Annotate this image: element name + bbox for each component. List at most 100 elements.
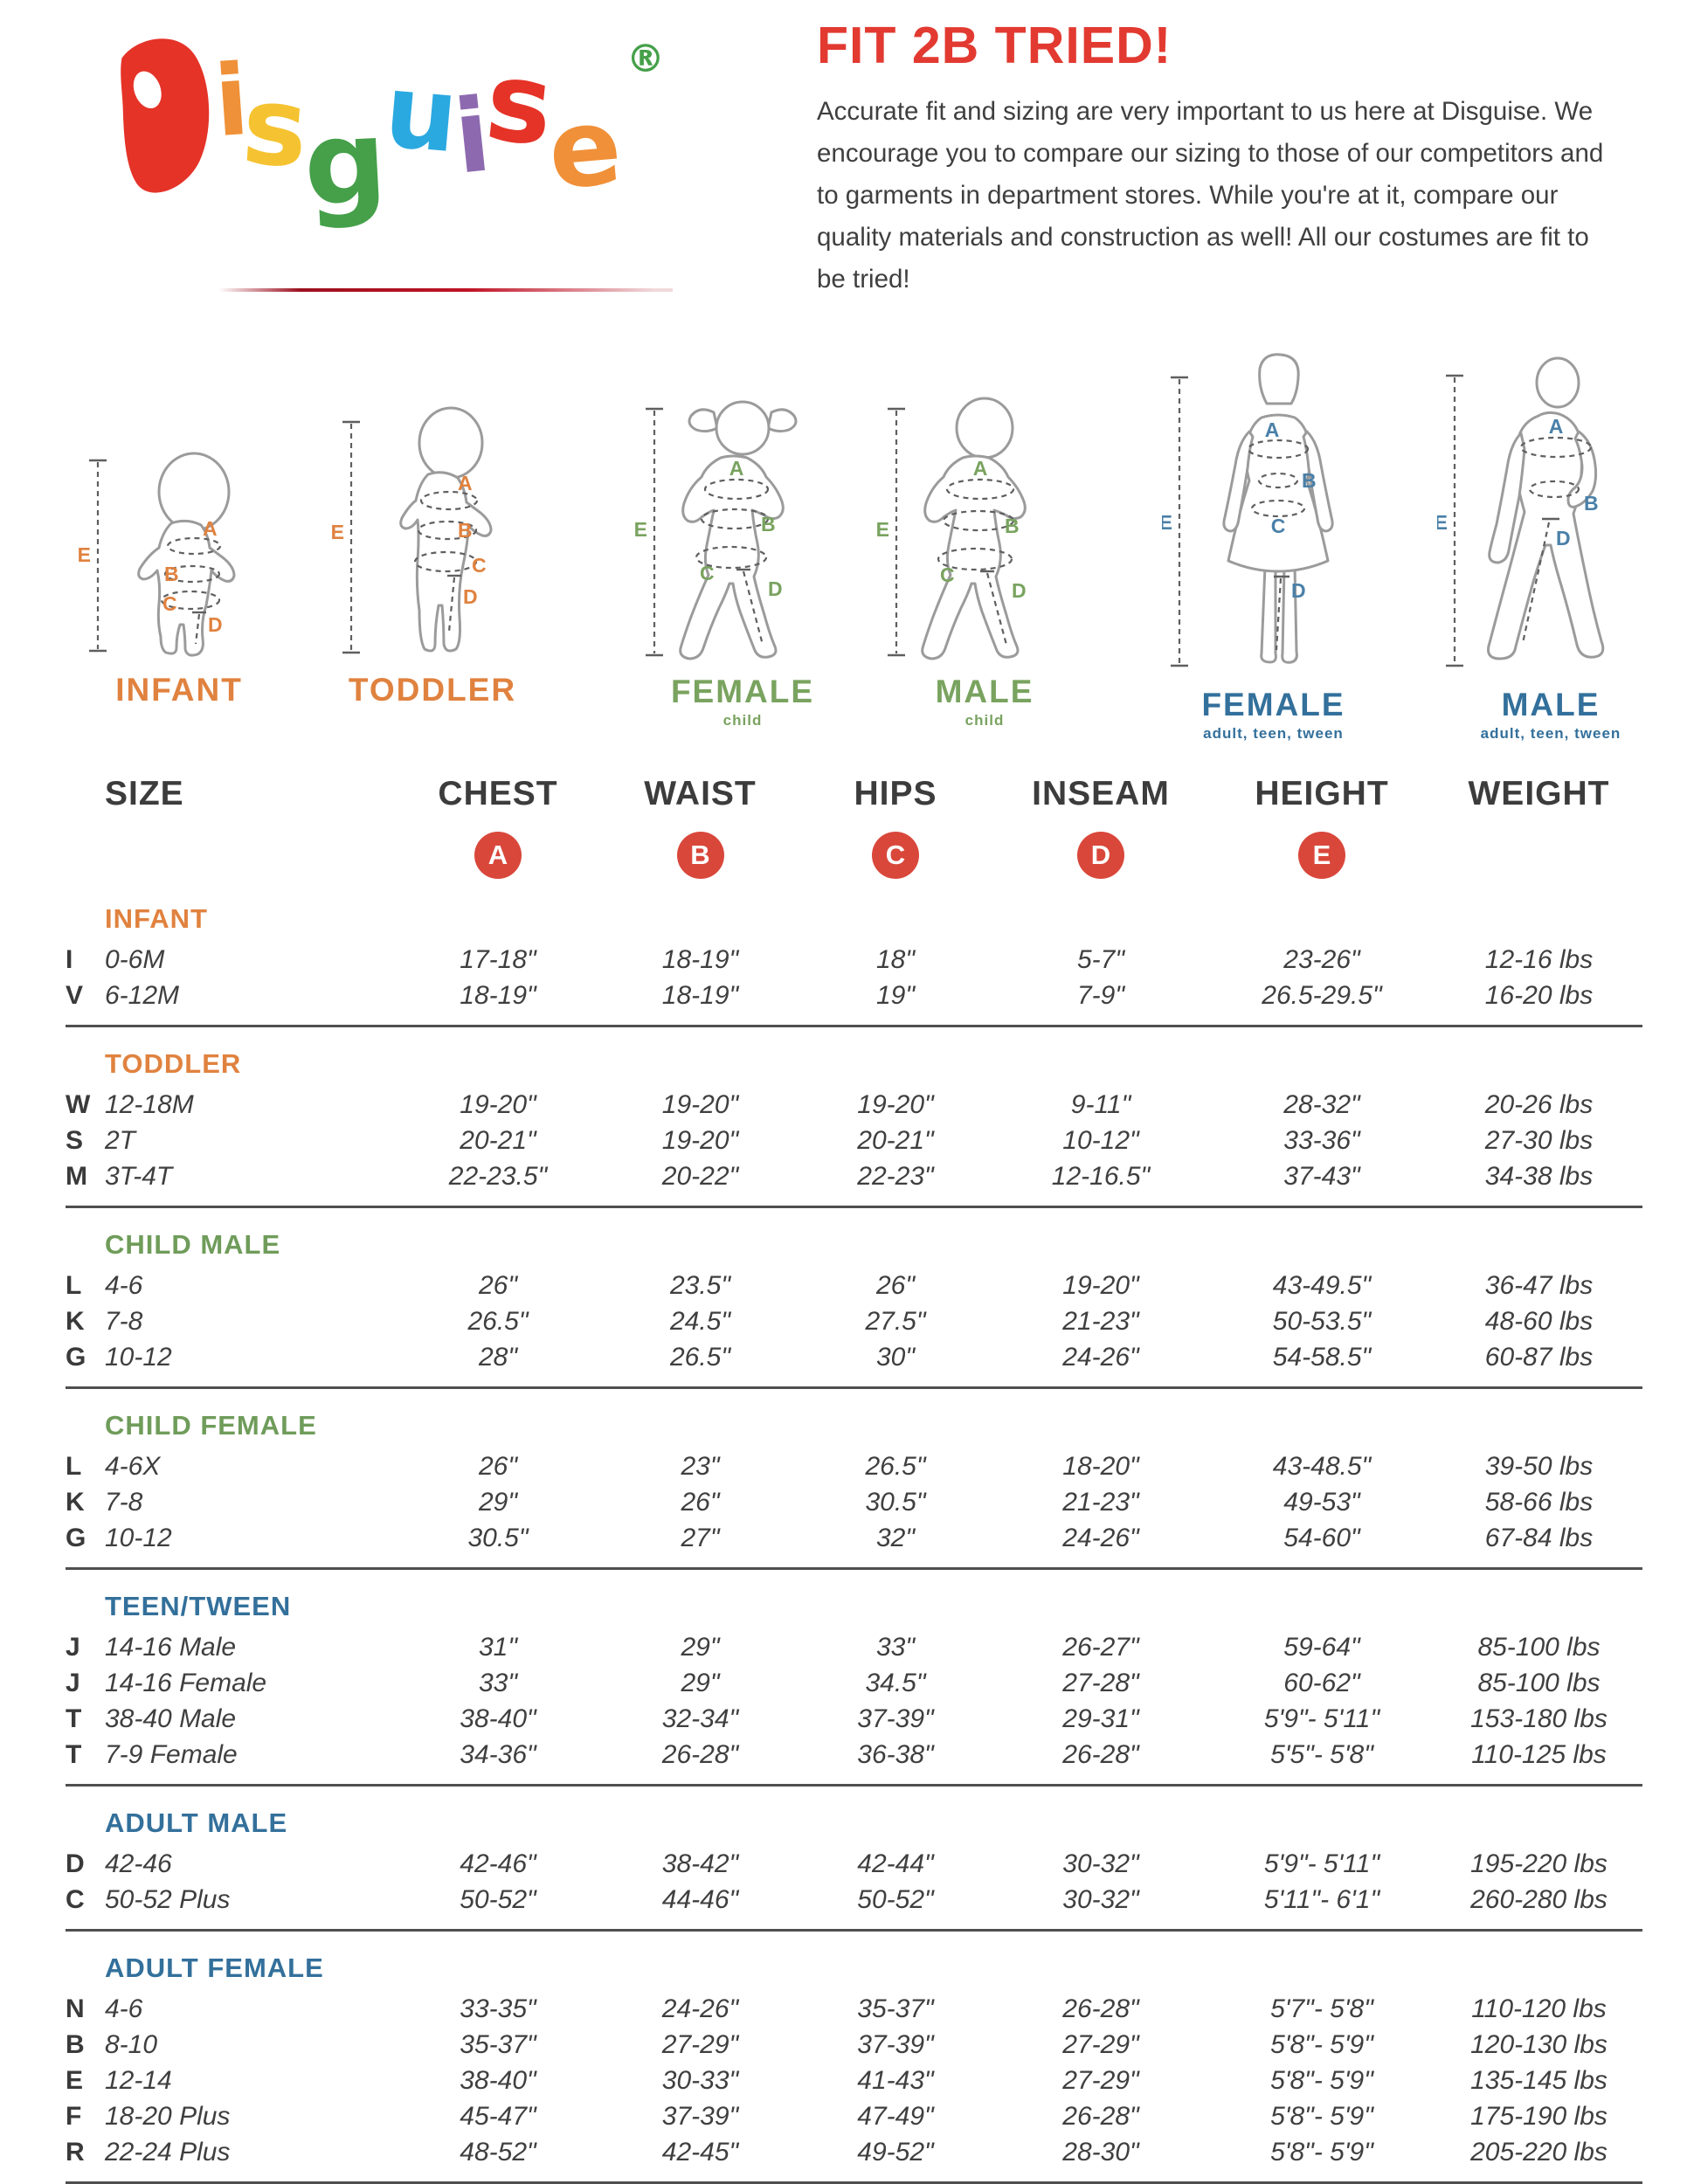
row-inseam: 21-23": [1062, 1487, 1139, 1517]
row-hips: 19": [875, 980, 916, 1010]
disguise-logo: isguise®: [112, 31, 741, 294]
row-inseam: 27-29": [1062, 2065, 1139, 2095]
row-hips: 50-52": [857, 1884, 934, 1914]
badge-b: B: [676, 832, 724, 879]
row-weight: 85-100 lbs: [1477, 1632, 1601, 1662]
row-inseam: 26-27": [1062, 1632, 1139, 1662]
row-inseam: 24-26": [1062, 1523, 1139, 1552]
row-height: 23-26": [1283, 944, 1360, 974]
row-weight: 85-100 lbs: [1477, 1668, 1601, 1697]
figure-row: A B C D E INFANT A B C D E TODDLER: [0, 342, 1687, 742]
row-chest: 38-40": [460, 2065, 536, 2095]
row-hips: 26": [875, 1270, 916, 1300]
logo-letter: e: [543, 83, 626, 214]
section-divider: [66, 1784, 1642, 1787]
measure-a: A: [458, 472, 473, 494]
adult-female-illustration: A B C D E: [1162, 353, 1334, 667]
section-header-toddler: TODDLER: [105, 1048, 242, 1079]
row-weight: 58-66 lbs: [1484, 1487, 1594, 1517]
measure-e: E: [1437, 511, 1448, 534]
row-weight: 36-47 lbs: [1484, 1270, 1594, 1300]
column-header-weight: WEIGHT: [1468, 775, 1610, 812]
logo-underline: [218, 288, 673, 292]
section-divider: [66, 1386, 1642, 1389]
row-weight: 27-30 lbs: [1484, 1125, 1594, 1155]
row-letter: V: [66, 980, 84, 1010]
row-waist: 29": [681, 1632, 720, 1662]
row-hips: 30": [875, 1342, 916, 1372]
row-chest: 20-21": [460, 1125, 536, 1155]
row-letter: E: [66, 2065, 84, 2095]
size-table: SIZE CHEST WAIST HIPS INSEAM HEIGHT WEIG…: [66, 765, 1642, 2184]
row-inseam: 19-20": [1062, 1270, 1139, 1300]
measure-c: C: [700, 562, 715, 584]
row-chest: 31": [478, 1632, 518, 1662]
row-inseam: 26-28": [1062, 1994, 1139, 2023]
row-size: 10-12: [105, 1523, 172, 1552]
row-height: 54-58.5": [1272, 1342, 1372, 1372]
row-waist: 24.5": [669, 1306, 731, 1336]
row-letter: D: [66, 1849, 85, 1878]
row-waist: 30-33": [661, 2065, 739, 2095]
measure-e: E: [1162, 511, 1172, 534]
row-inseam: 30-32": [1062, 1849, 1139, 1878]
row-hips: 35-37": [857, 1994, 934, 2023]
table-header-row: SIZE CHEST WAIST HIPS INSEAM HEIGHT WEIG…: [66, 765, 1642, 823]
row-height: 5'9"- 5'11": [1263, 1704, 1380, 1733]
figure-label: TODDLER: [348, 672, 517, 708]
figure-infant: A B C D E INFANT: [74, 441, 284, 710]
row-height: 50-53.5": [1272, 1306, 1372, 1336]
row-height: 37-43": [1283, 1161, 1360, 1191]
row-height: 5'9"- 5'11": [1263, 1849, 1380, 1878]
measure-e: E: [332, 521, 344, 543]
table-row: W 12-18M 19-20" 19-20" 19-20" 9-11" 28-32" 20-2…: [66, 1087, 1642, 1123]
row-waist: 26": [681, 1487, 720, 1517]
row-waist: 18-19": [661, 980, 739, 1010]
row-weight: 135-145 lbs: [1470, 2065, 1607, 2095]
row-weight: 20-26 lbs: [1484, 1089, 1594, 1119]
row-waist: 27": [681, 1523, 720, 1552]
figure-label: INFANT: [115, 672, 243, 708]
measure-d: D: [463, 585, 478, 608]
child-female-illustration: A B C D E: [634, 400, 798, 660]
section-divider: [66, 1567, 1642, 1570]
badge-d: D: [1077, 832, 1124, 879]
row-height: 5'7"- 5'8": [1270, 1994, 1373, 2023]
measure-d: D: [208, 613, 223, 636]
table-row: L 4-6X 26" 23" 26.5" 18-20" 43-48.5" 39-50 lbs: [66, 1448, 1642, 1484]
row-letter: S: [66, 1125, 84, 1155]
row-waist: 44-46": [661, 1884, 739, 1914]
row-height: 5'8"- 5'9": [1270, 2029, 1373, 2059]
row-letter: W: [66, 1089, 91, 1119]
row-weight: 48-60 lbs: [1484, 1306, 1594, 1336]
measure-a: A: [203, 517, 218, 540]
row-size: 4-6: [105, 1270, 143, 1300]
column-header-size: SIZE: [105, 775, 184, 812]
row-height: 43-48.5": [1272, 1451, 1372, 1481]
row-chest: 45-47": [460, 2101, 536, 2131]
row-chest: 50-52": [460, 1884, 536, 1914]
registered-mark: ®: [626, 37, 665, 81]
row-height: 33-36": [1283, 1125, 1360, 1155]
row-waist: 26-28": [661, 1739, 739, 1769]
table-row: T 38-40 Male 38-40" 32-34" 37-39" 29-31" 5'9"-…: [66, 1701, 1642, 1737]
figure-adult-male: A B D E MALE adult, teen, tween: [1437, 351, 1664, 743]
row-chest: 33-35": [460, 1994, 536, 2023]
row-hips: 37-39": [857, 2029, 934, 2059]
row-letter: K: [66, 1306, 85, 1336]
badge-a: A: [474, 832, 522, 879]
measure-b: B: [458, 519, 473, 542]
section-header-infant: INFANT: [105, 903, 208, 934]
row-waist: 26.5": [669, 1342, 731, 1372]
row-inseam: 28-30": [1062, 2137, 1139, 2167]
row-size: 14-16 Male: [105, 1632, 237, 1662]
row-weight: 195-220 lbs: [1470, 1849, 1607, 1878]
row-inseam: 24-26": [1062, 1342, 1139, 1372]
row-weight: 153-180 lbs: [1470, 1704, 1607, 1733]
figure-label: FEMALE: [670, 674, 815, 709]
child-male-illustration: A B C D E: [876, 397, 1027, 660]
row-hips: 32": [875, 1523, 916, 1552]
row-hips: 33": [875, 1632, 916, 1662]
section-header-child-male: CHILD MALE: [105, 1229, 281, 1260]
